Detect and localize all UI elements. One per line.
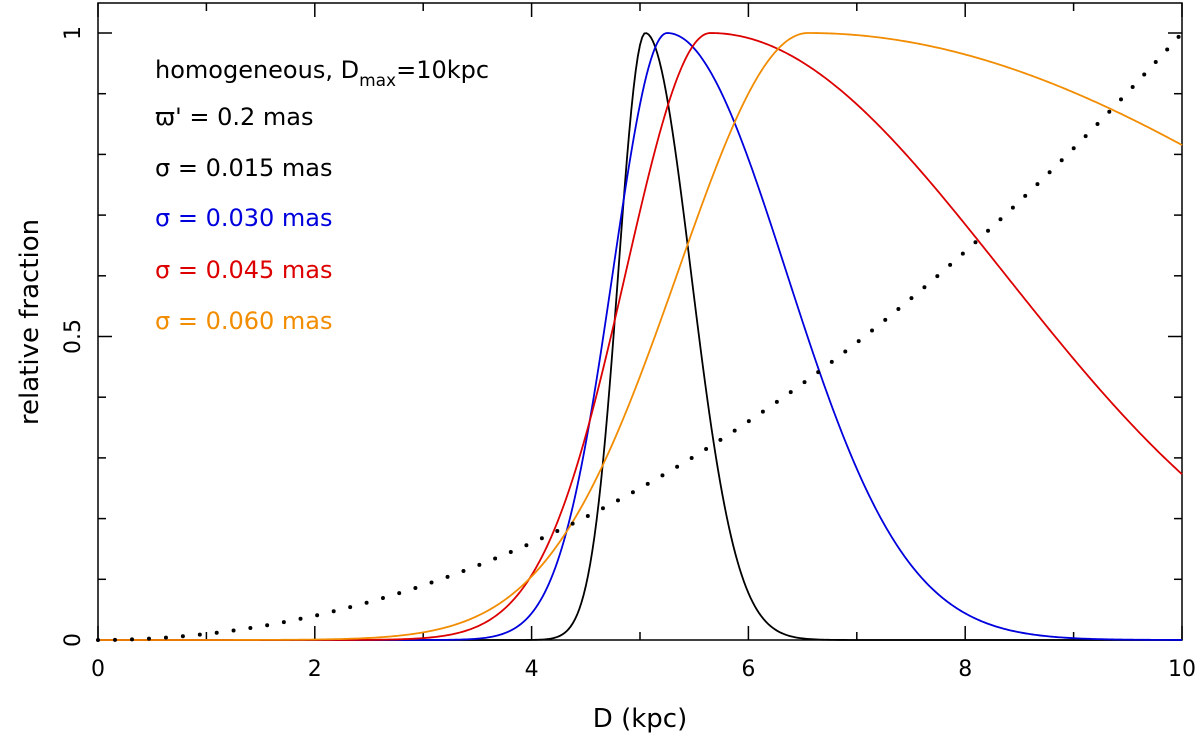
legend-entry-sigma-0015: σ = 0.015 mas xyxy=(155,154,333,182)
x-axis-title: D (kpc) xyxy=(593,704,687,734)
curve-group xyxy=(96,31,1184,642)
annotation-distribution: homogeneous, Dmax=10kpc xyxy=(155,56,489,91)
annotation-parallax: ϖ' = 0.2 mas xyxy=(155,103,313,131)
legend-entry-sigma-0060: σ = 0.060 mas xyxy=(155,307,333,335)
x-tick-label: 0 xyxy=(91,657,105,682)
tick-group: 0 2 4 6 8 10 0 0.5 1 xyxy=(61,3,1196,682)
x-tick-label: 8 xyxy=(958,657,972,682)
x-tick-label: 2 xyxy=(308,657,322,682)
series-line-4 xyxy=(96,31,1184,642)
x-tick-label: 6 xyxy=(741,657,755,682)
y-axis-title: relative fraction xyxy=(15,219,45,425)
annotation-subscript: max xyxy=(359,71,396,91)
x-tick-label: 10 xyxy=(1168,657,1196,682)
legend-entry-sigma-0030: σ = 0.030 mas xyxy=(155,204,333,232)
y-tick-label: 1 xyxy=(61,26,86,40)
legend-entry-sigma-0045: σ = 0.045 mas xyxy=(155,256,333,284)
y-tick-label: 0.5 xyxy=(61,319,86,354)
y-tick-label: 0 xyxy=(61,633,86,647)
series-line-3 xyxy=(98,32,1183,641)
legend: homogeneous, Dmax=10kpc ϖ' = 0.2 mas σ =… xyxy=(155,56,489,335)
x-tick-label: 4 xyxy=(525,657,539,682)
